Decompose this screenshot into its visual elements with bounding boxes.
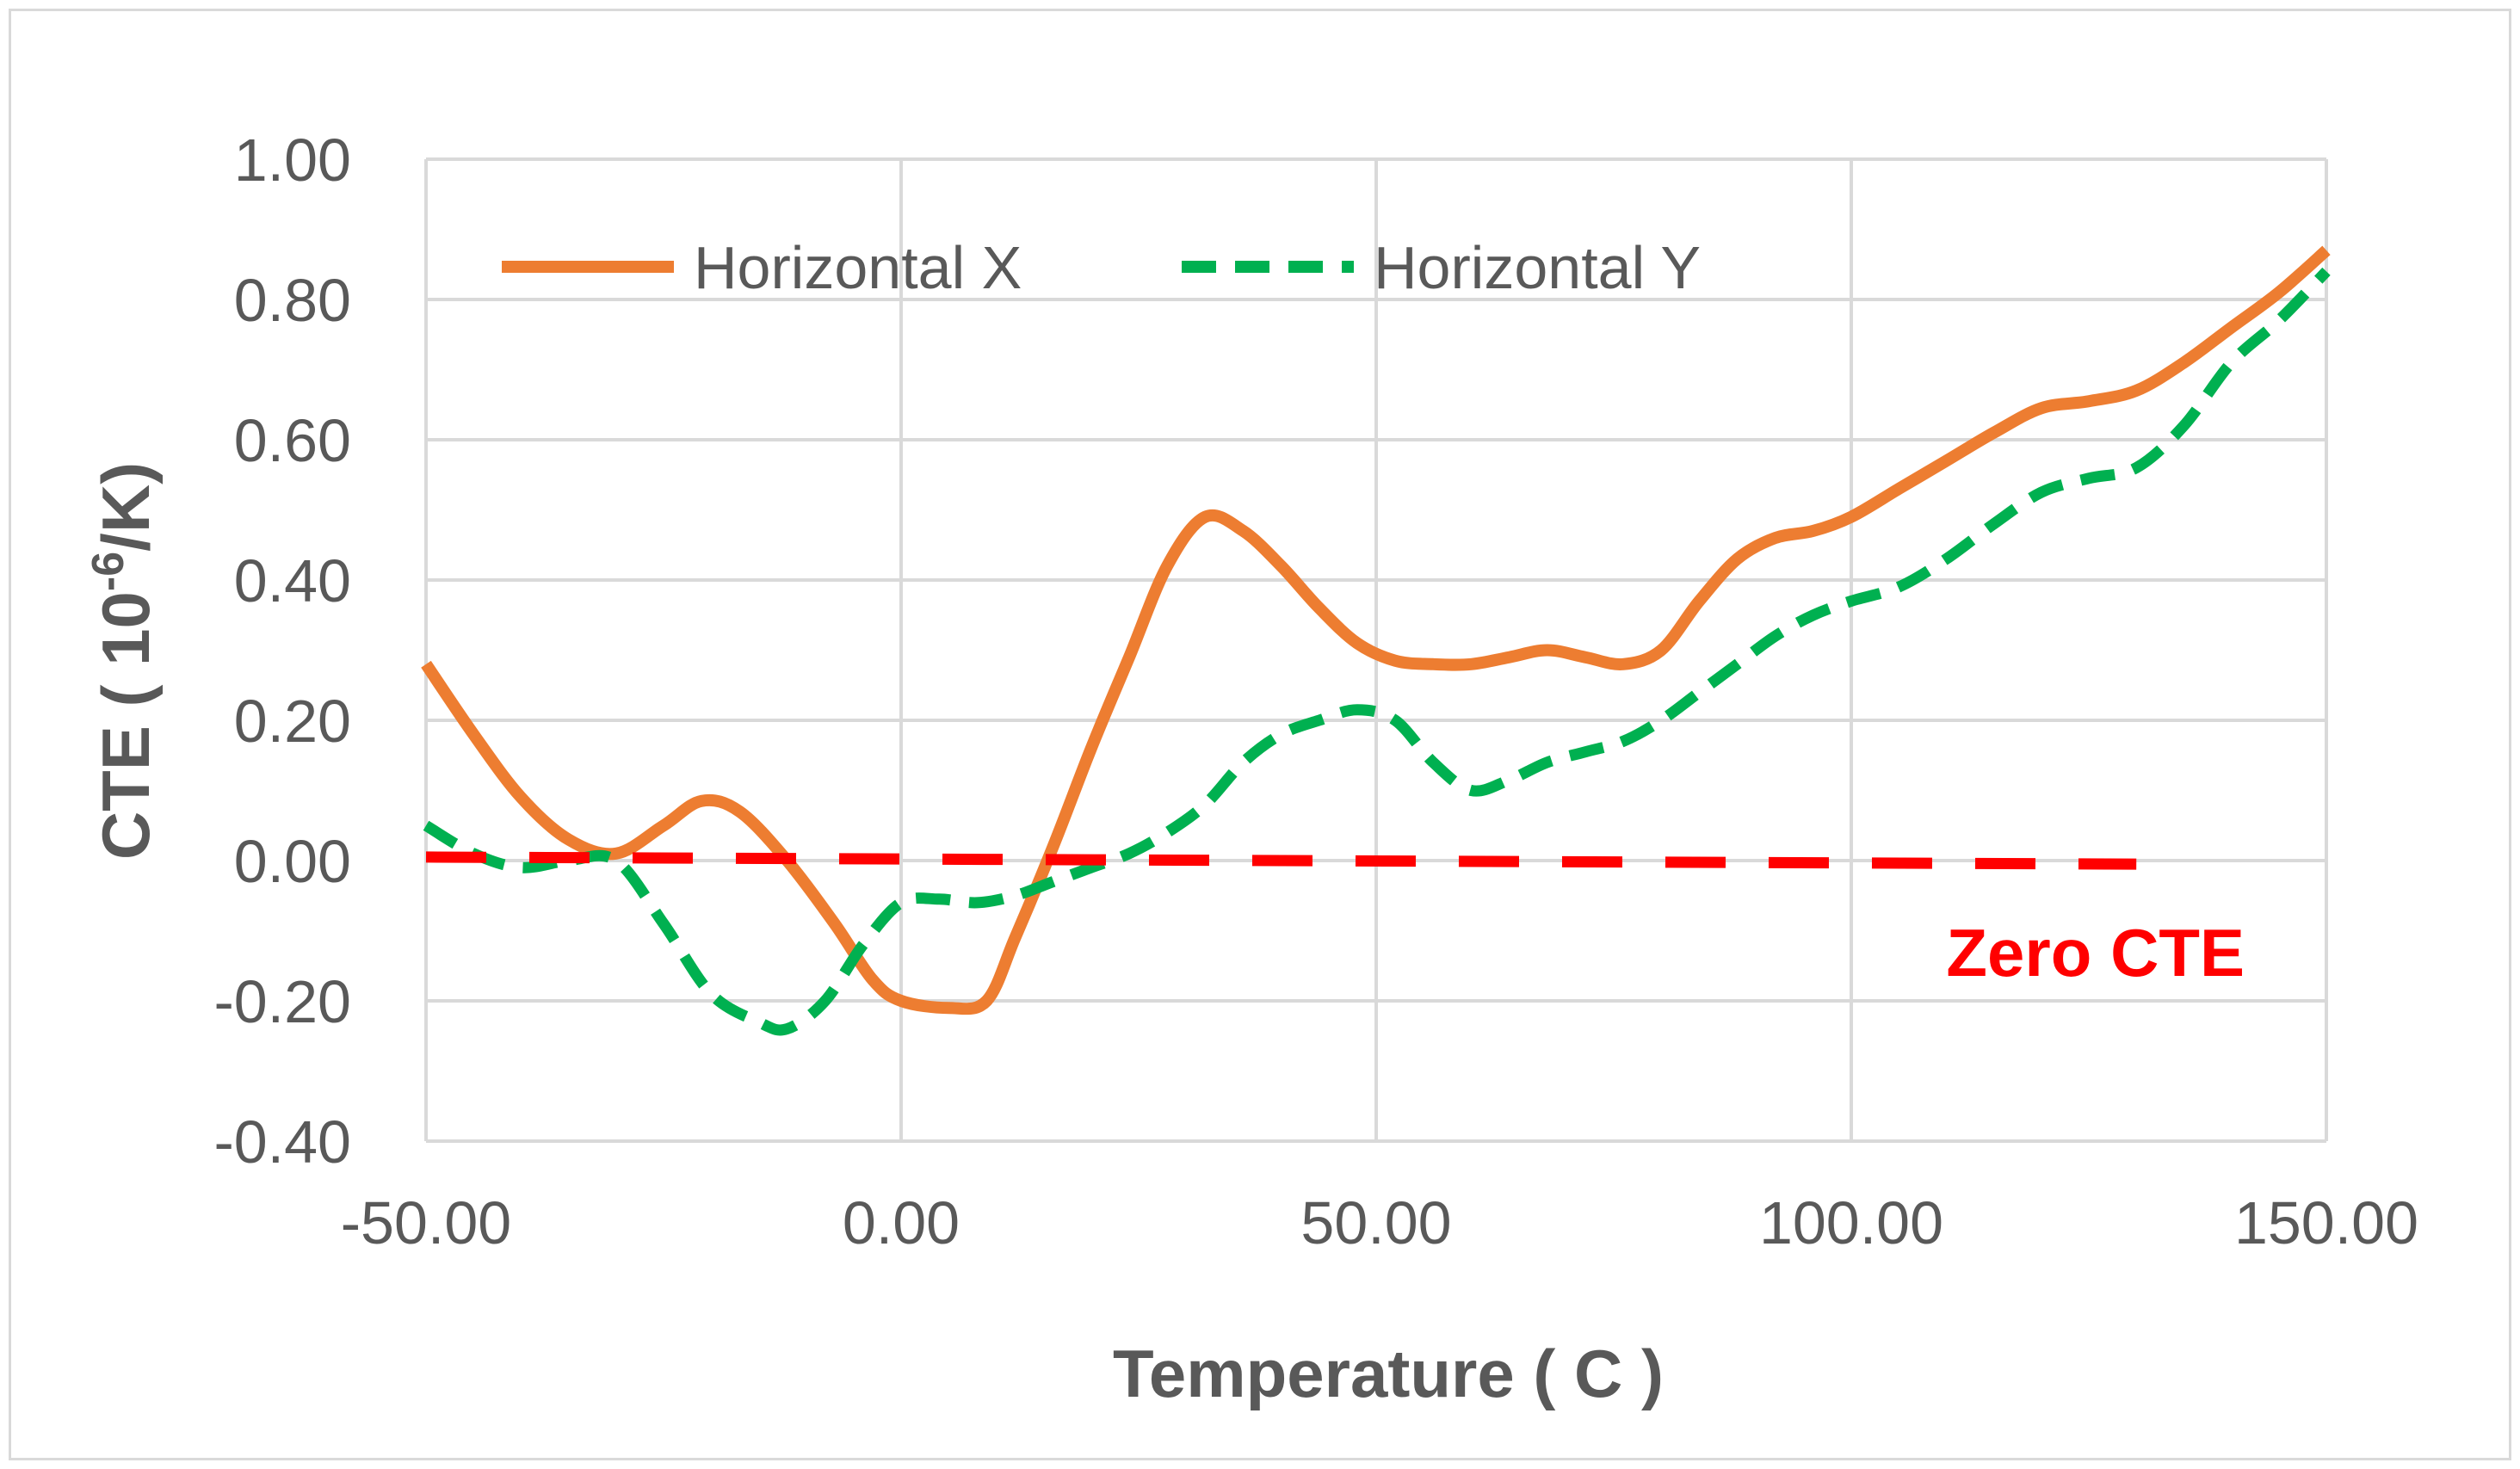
y-tick-label: -0.20 xyxy=(213,968,351,1035)
y-tick-label: 0.20 xyxy=(234,688,351,755)
y-tick-label: 1.00 xyxy=(234,127,351,194)
series-layer xyxy=(421,245,2331,1036)
legend-label-horizontal-x: Horizontal X xyxy=(694,234,1022,301)
cte-line-chart: -0.40 -0.20 0.00 0.20 0.40 0.60 0.80 1.00 -50.0… xyxy=(83,127,2418,1411)
y-tick-label: 0.60 xyxy=(234,407,351,474)
zero-cte-reference-line xyxy=(425,851,2137,870)
y-tick-label: 0.00 xyxy=(234,828,351,895)
y-axis-title-part-2: /K) xyxy=(88,462,164,552)
x-tick-label: 0.00 xyxy=(843,1189,960,1256)
x-tick-label: 150.00 xyxy=(2234,1189,2418,1256)
legend-label-horizontal-y: Horizontal Y xyxy=(1374,234,1701,301)
x-tick-label: 100.00 xyxy=(1759,1189,1943,1256)
y-axis-title-part-1: CTE ( 10 xyxy=(88,591,164,860)
series-horizontal-y-line xyxy=(423,267,2331,1036)
y-tick-labels: -0.40 -0.20 0.00 0.20 0.40 0.60 0.80 1.00 xyxy=(213,127,351,1176)
x-tick-label: 50.00 xyxy=(1300,1189,1451,1256)
y-axis-title-superscript: -6 xyxy=(83,552,133,591)
chart-frame: -0.40 -0.20 0.00 0.20 0.40 0.60 0.80 1.00 -50.0… xyxy=(9,9,2511,1460)
zero-cte-annotation: Zero CTE xyxy=(1946,915,2245,991)
x-tick-label: -50.00 xyxy=(341,1189,511,1256)
series-horizontal-x-line xyxy=(421,245,2331,1015)
y-tick-label: -0.40 xyxy=(213,1108,351,1176)
x-axis-title: Temperature ( C ) xyxy=(1113,1336,1664,1411)
y-axis-title: CTE ( 10-6/K) xyxy=(83,462,164,860)
y-tick-label: 0.40 xyxy=(234,547,351,614)
legend: Horizontal X Horizontal Y xyxy=(502,234,1701,301)
annotations: Zero CTE xyxy=(1946,915,2245,991)
x-tick-labels: -50.00 0.00 50.00 100.00 150.00 xyxy=(341,1189,2418,1256)
y-tick-label: 0.80 xyxy=(234,267,351,334)
